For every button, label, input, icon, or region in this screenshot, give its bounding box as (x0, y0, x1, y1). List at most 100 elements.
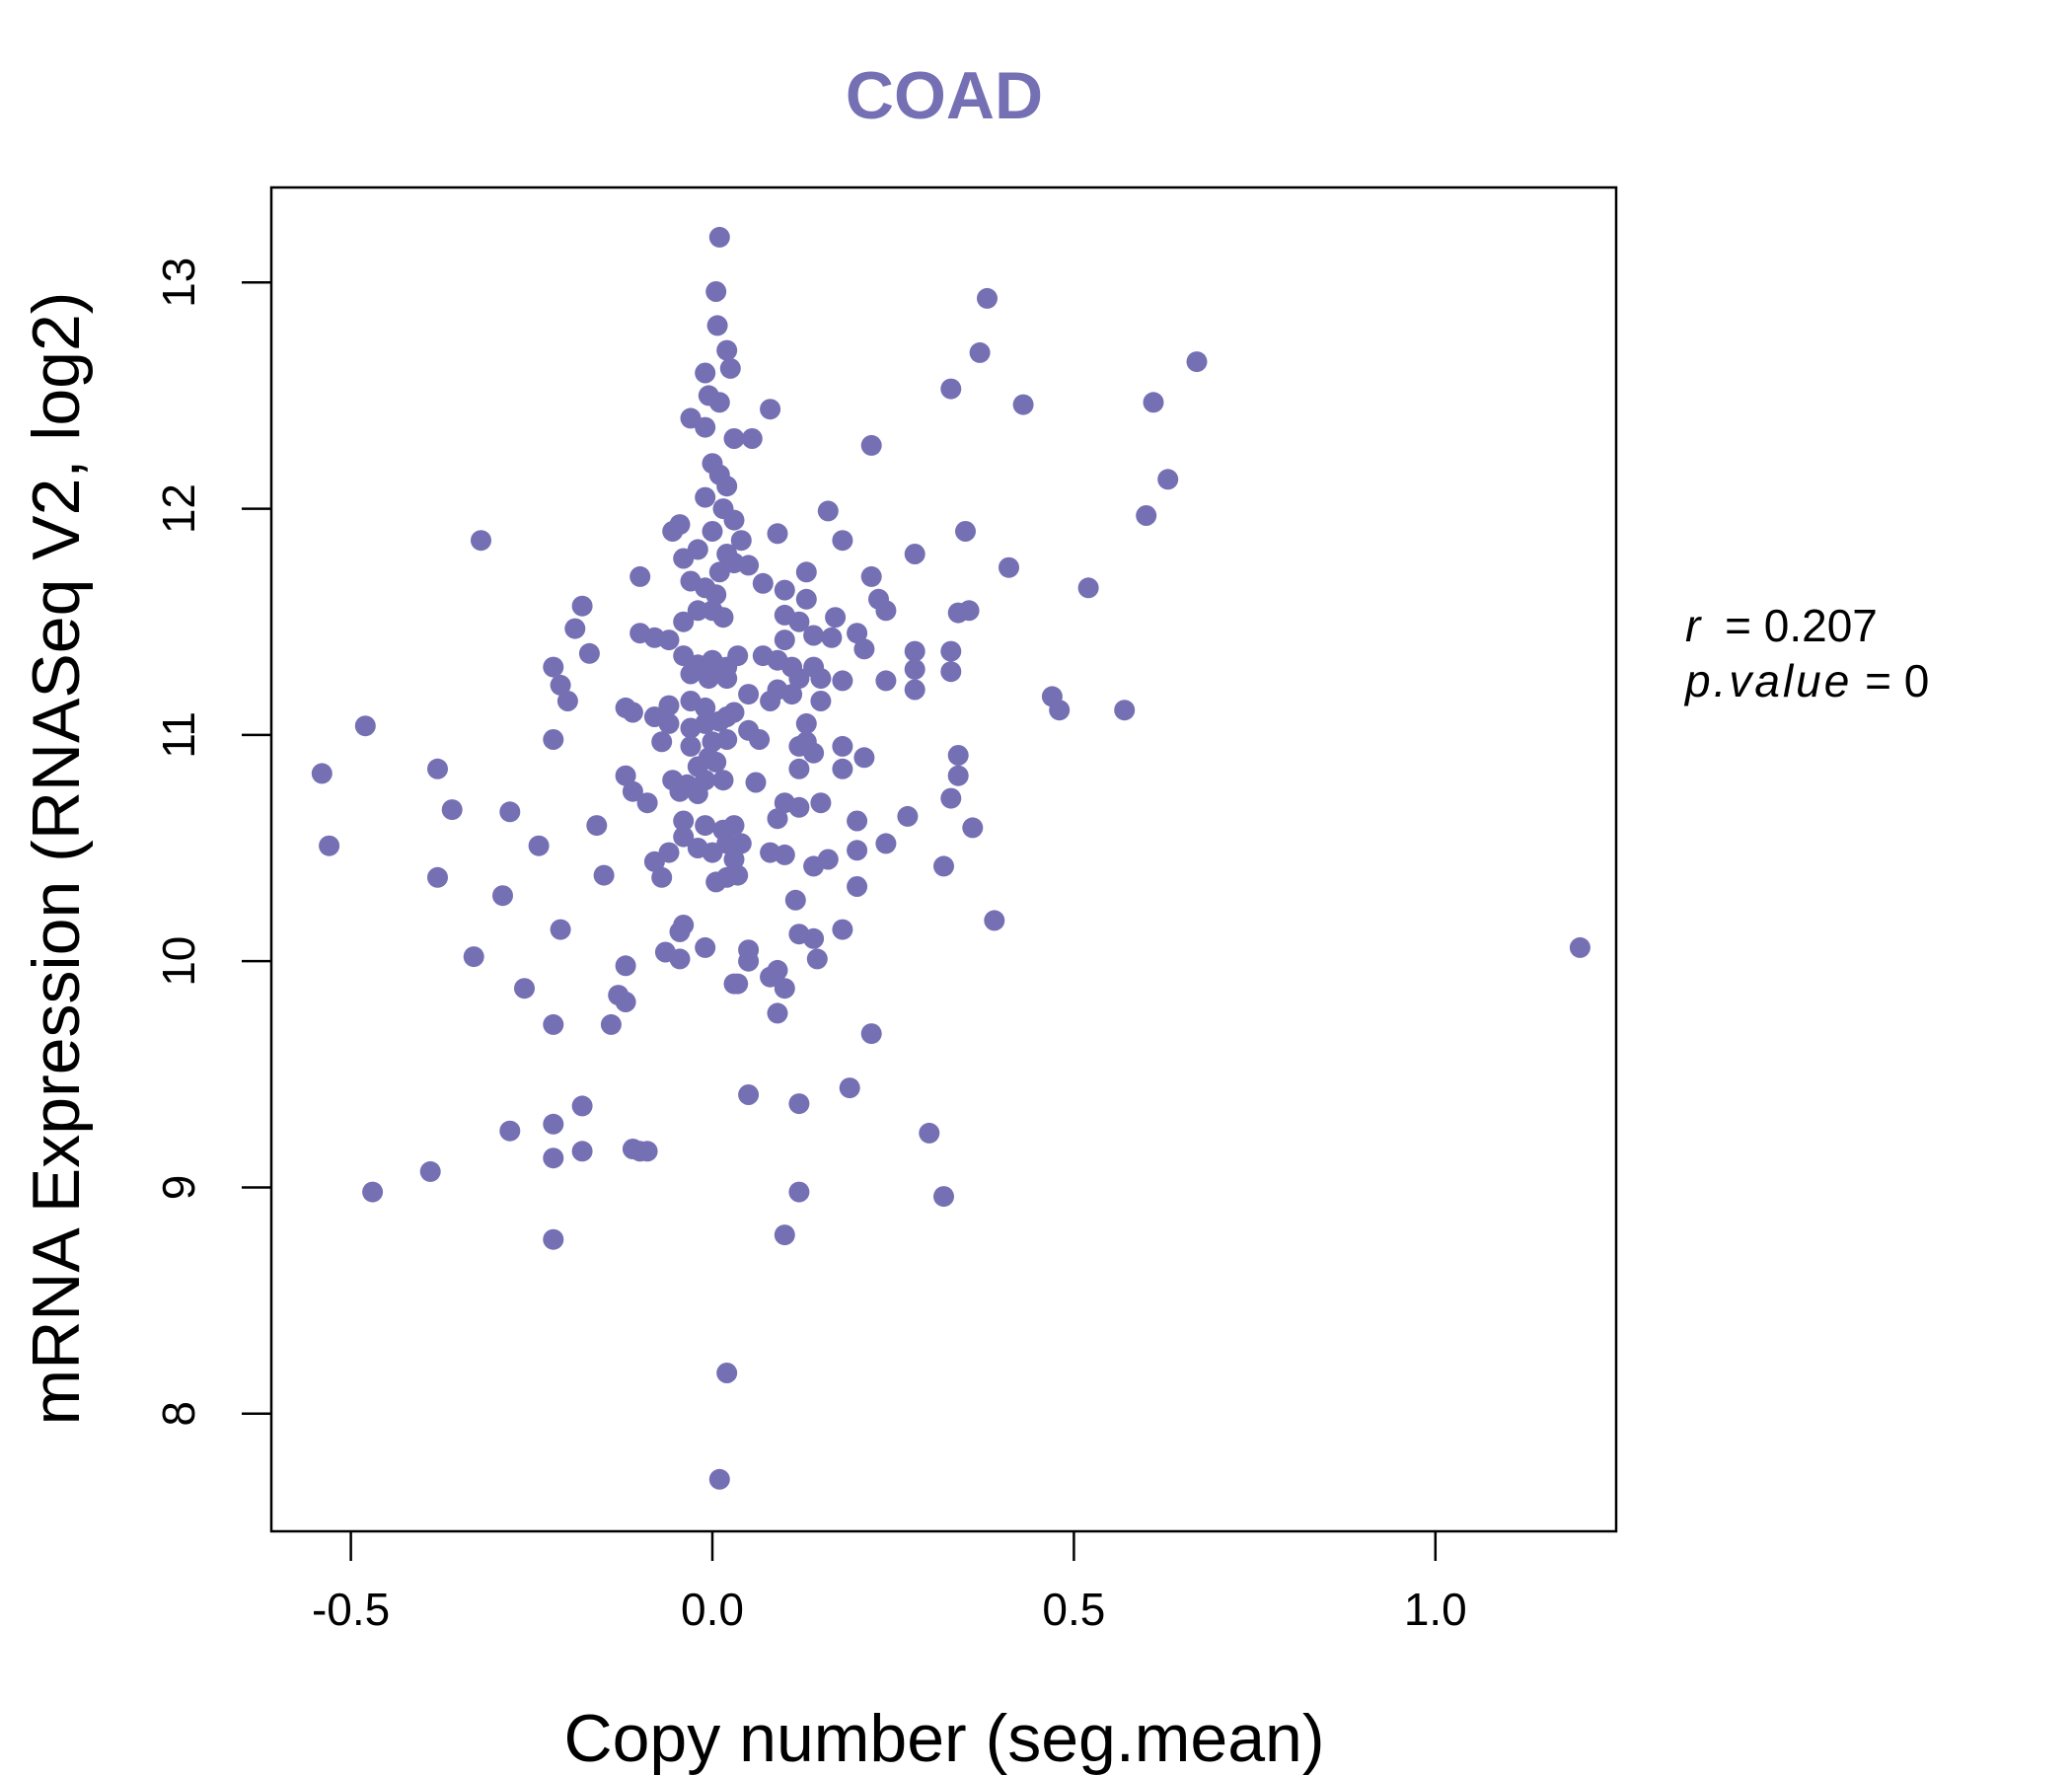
data-point (427, 758, 448, 779)
data-point (825, 607, 847, 629)
data-point (933, 1186, 954, 1208)
data-point (514, 978, 535, 999)
data-point (767, 808, 788, 830)
data-point (622, 780, 643, 802)
data-point (832, 735, 853, 757)
data-point (760, 399, 781, 420)
data-point (1136, 505, 1157, 526)
data-point (969, 341, 991, 363)
data-point (810, 792, 832, 814)
data-point (716, 833, 738, 854)
data-point (749, 729, 771, 750)
data-point (727, 645, 749, 667)
data-point (788, 611, 810, 632)
data-point (875, 670, 897, 692)
data-point (687, 756, 708, 777)
data-point (578, 642, 600, 664)
data-point (651, 731, 673, 753)
data-point (774, 629, 795, 651)
data-point (643, 851, 665, 872)
data-point (1186, 351, 1208, 373)
data-point (543, 729, 564, 750)
x-axis: -0.5 0.0 0.5 1.0 (312, 1531, 1467, 1635)
data-point (853, 638, 875, 660)
data-point (821, 627, 843, 648)
data-point (774, 579, 795, 601)
p-value: 0 (1904, 655, 1930, 706)
data-point (738, 950, 760, 972)
data-point (708, 1468, 730, 1490)
data-point (1157, 469, 1179, 490)
data-point (673, 826, 695, 848)
data-point (897, 805, 919, 827)
data-point (723, 509, 745, 531)
data-point (847, 623, 868, 644)
data-point (760, 691, 781, 711)
data-point (860, 565, 882, 587)
data-point (847, 840, 868, 861)
data-point (695, 936, 716, 958)
data-point (712, 607, 734, 629)
data-point (615, 765, 636, 786)
data-point (795, 561, 817, 583)
data-point (427, 866, 448, 888)
data-point (550, 674, 571, 696)
data-point (947, 745, 969, 766)
data-point (586, 815, 608, 837)
data-point (695, 486, 716, 508)
data-point (716, 339, 738, 361)
data-point (695, 362, 716, 384)
data-point (311, 763, 333, 784)
data-point (781, 684, 803, 705)
plot-frame (269, 185, 1618, 1533)
data-point (723, 849, 745, 870)
data-point (774, 1224, 795, 1246)
data-point (1114, 700, 1136, 721)
data-point (832, 919, 853, 940)
data-point (904, 544, 925, 564)
data-point (629, 565, 651, 587)
data-point (708, 392, 730, 413)
data-point (680, 735, 702, 757)
data-point (853, 747, 875, 769)
data-point (738, 555, 760, 576)
data-point (556, 691, 578, 711)
data-point (810, 691, 832, 711)
data-point (738, 684, 760, 705)
data-point (499, 1120, 521, 1142)
data-point (695, 815, 716, 837)
data-point (716, 1363, 738, 1383)
data-point (904, 640, 925, 662)
data-point (716, 476, 738, 497)
data-point (817, 500, 839, 522)
data-point (687, 783, 708, 804)
data-point (543, 1113, 564, 1135)
data-point (615, 955, 636, 977)
data-point (904, 679, 925, 701)
chart-title: COAD (846, 58, 1043, 133)
p-label: p.value (1683, 655, 1852, 706)
r-label: r (1685, 600, 1702, 651)
data-point (803, 927, 825, 949)
data-point (788, 1181, 810, 1203)
data-point (471, 530, 491, 552)
data-point (1569, 936, 1591, 958)
data-point (441, 799, 463, 821)
data-point (832, 530, 853, 552)
data-point (716, 706, 738, 727)
data-point (738, 1084, 760, 1105)
data-point (543, 656, 564, 678)
data-point (705, 751, 727, 773)
y-axis-label: mRNA Expression (RNASeq V2, log2) (19, 292, 94, 1426)
data-point (741, 428, 763, 449)
data-point (803, 742, 825, 764)
data-point (705, 584, 727, 606)
data-point (564, 618, 586, 639)
data-point (695, 416, 716, 438)
data-point (904, 658, 925, 680)
data-point (1012, 394, 1034, 415)
points-layer (311, 226, 1591, 1490)
x-tick-label: 1.0 (1404, 1584, 1467, 1635)
data-point (774, 844, 795, 865)
